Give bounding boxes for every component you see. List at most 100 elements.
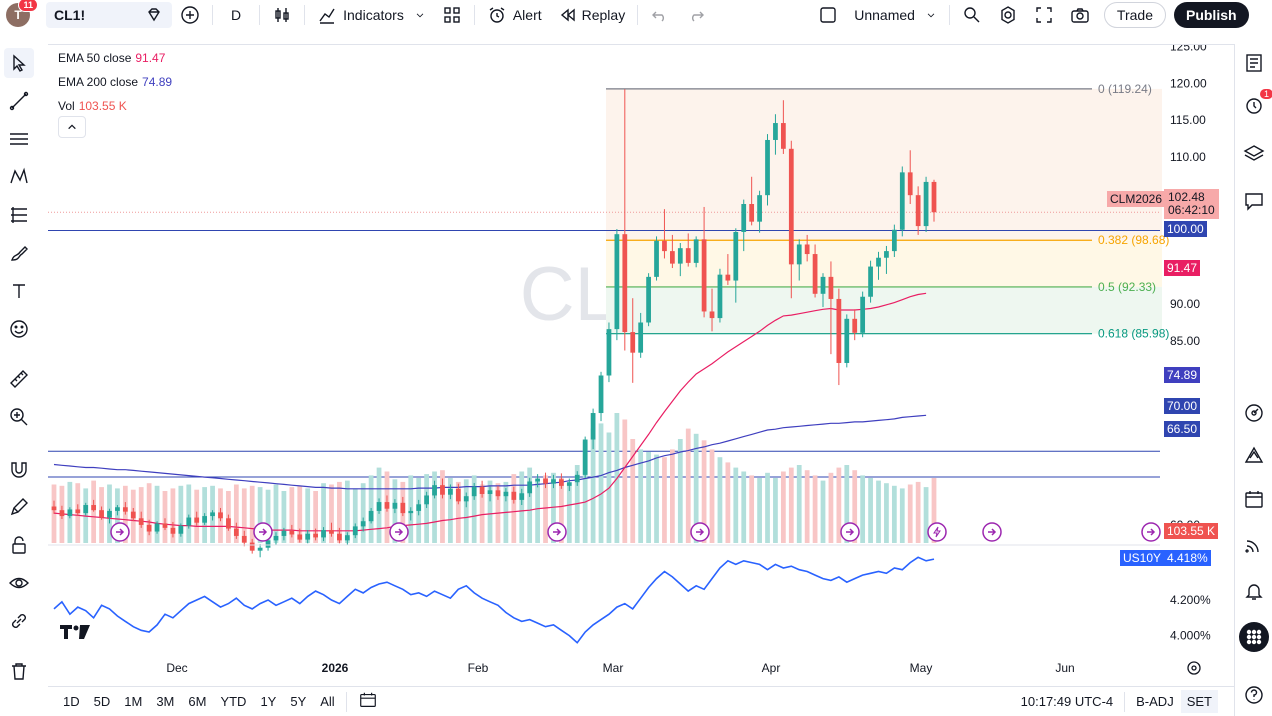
event-marker-icon[interactable] — [389, 522, 409, 542]
candle-body — [226, 518, 231, 529]
layout-menu-button[interactable]: Unnamed — [810, 0, 945, 30]
magnet-tool[interactable] — [4, 454, 34, 484]
candle — [75, 504, 81, 517]
candle — [305, 530, 311, 544]
candle-body — [471, 486, 477, 497]
lightning-event-icon[interactable] — [927, 522, 947, 542]
horizontal-lines[interactable] — [48, 211, 1160, 478]
help-button[interactable] — [1239, 680, 1269, 710]
undo-button[interactable] — [642, 0, 678, 30]
notifications-button[interactable] — [1239, 576, 1269, 606]
candle — [241, 530, 247, 547]
link-tool[interactable] — [4, 606, 34, 636]
interval-button[interactable]: D — [217, 0, 255, 30]
candle-body — [495, 490, 501, 497]
visibility-tool[interactable] — [4, 568, 34, 598]
chart-type-button[interactable] — [264, 0, 300, 30]
emoji-tool[interactable] — [4, 314, 34, 344]
bond-tick-label: 4.200% — [1170, 593, 1211, 607]
fullscreen-button[interactable] — [1026, 0, 1062, 30]
range-button-6m[interactable]: 6M — [188, 694, 207, 709]
event-markers[interactable] — [110, 522, 1161, 542]
candle — [122, 502, 128, 515]
lock-tool[interactable] — [4, 530, 34, 560]
trend-line-tool[interactable] — [4, 86, 34, 116]
event-marker-icon[interactable] — [110, 522, 130, 542]
fib-retracement[interactable]: 0 (119.24) 0.382 (98.68) 0.5 (92.33) 0.618 … — [606, 82, 1169, 341]
layers-button[interactable] — [1239, 138, 1269, 168]
alerts-button[interactable]: 1 — [1239, 89, 1272, 120]
range-button-all[interactable]: All — [320, 694, 335, 709]
range-button-3m[interactable]: 3M — [156, 694, 175, 709]
time-axis[interactable]: Dec 2026 Feb Mar Apr May Jun — [166, 661, 1074, 675]
session-button[interactable]: SET — [1180, 690, 1218, 713]
range-button-ytd[interactable]: YTD — [220, 694, 247, 709]
range-button-1y[interactable]: 1Y — [260, 694, 277, 709]
legend-ema200[interactable]: EMA 200 close 74.89 — [58, 70, 176, 94]
text-tool[interactable] — [4, 276, 34, 306]
add-symbol-button[interactable] — [172, 0, 208, 30]
news-stream-button[interactable] — [1239, 530, 1269, 560]
chart-canvas[interactable]: CL1! 0 (119.24)0.382 (98.68)0.5 (92.33)0… — [48, 45, 1234, 685]
candle-body — [265, 540, 271, 548]
zoom-tool[interactable] — [4, 402, 34, 432]
layouts-button[interactable] — [434, 0, 470, 30]
goto-date-button[interactable] — [351, 690, 385, 713]
event-marker-icon[interactable] — [982, 522, 1002, 542]
range-button-1m[interactable]: 1M — [124, 694, 143, 709]
redo-button[interactable] — [678, 0, 714, 30]
event-marker-icon[interactable] — [253, 522, 273, 542]
indicators-button[interactable]: Indicators — [309, 0, 434, 30]
volume-bar — [677, 439, 683, 543]
apps-button[interactable] — [1239, 622, 1269, 652]
symbol-search-box[interactable]: CL1! — [46, 2, 172, 28]
candle-body — [638, 322, 644, 353]
candle-body — [281, 530, 287, 536]
range-button-1d[interactable]: 1D — [63, 694, 80, 709]
badj-toggle[interactable]: B-ADJ — [1136, 694, 1174, 709]
trade-button[interactable]: Trade — [1103, 2, 1166, 28]
event-marker-icon[interactable] — [547, 522, 567, 542]
volume-bar — [479, 484, 485, 543]
publish-button[interactable]: Publish — [1173, 2, 1249, 28]
brush-tool[interactable] — [4, 238, 34, 268]
horizontal-lines-tool[interactable] — [4, 124, 34, 154]
legend-ema50[interactable]: EMA 50 close 91.47 — [58, 46, 176, 70]
alert-button[interactable]: Alert — [479, 0, 550, 30]
candle-body — [432, 485, 437, 496]
fib-tool[interactable] — [4, 200, 34, 230]
event-marker-icon[interactable] — [690, 522, 710, 542]
range-button-5d[interactable]: 5D — [93, 694, 111, 709]
chat-button[interactable] — [1239, 186, 1269, 216]
ema200-line — [53, 414, 927, 490]
chart-pane[interactable]: CL1! 0 (119.24) 0.382 (98.68) 0.5 (92.33) 0… — [48, 44, 1234, 684]
user-avatar[interactable]: T 11 — [6, 0, 38, 27]
clock-timezone[interactable]: 10:17:49 UTC-4 — [1020, 694, 1114, 709]
calendar-button[interactable] — [1239, 484, 1269, 514]
stay-drawing-tool[interactable] — [4, 492, 34, 522]
hotlists-button[interactable] — [1239, 440, 1269, 470]
watchlist-button[interactable] — [1239, 48, 1269, 78]
pattern-tool[interactable] — [4, 162, 34, 192]
candle-body — [75, 509, 81, 514]
quick-search-button[interactable] — [954, 0, 990, 30]
ruler-tool[interactable] — [4, 364, 34, 394]
range-button-5y[interactable]: 5Y — [290, 694, 307, 709]
event-marker-icon[interactable] — [840, 522, 860, 542]
bond-value-label: 4.418% — [1164, 550, 1211, 566]
volume-bar — [812, 475, 818, 543]
legend-volume[interactable]: Vol 103.55 K — [58, 94, 176, 118]
event-marker-icon[interactable] — [1141, 522, 1161, 542]
cursor-tool[interactable] — [4, 48, 34, 78]
candle — [352, 523, 358, 539]
diamond-icon[interactable] — [144, 5, 164, 25]
snapshot-button[interactable] — [1062, 0, 1098, 30]
delete-tool[interactable] — [4, 656, 34, 686]
time-axis-settings-icon[interactable] — [1187, 661, 1201, 675]
replay-button[interactable]: Replay — [550, 0, 634, 30]
legend-collapse-button[interactable] — [58, 116, 86, 138]
ideas-button[interactable] — [1239, 398, 1269, 428]
candle-body — [566, 482, 572, 486]
settings-button[interactable] — [990, 0, 1026, 30]
volume-bar — [241, 488, 247, 543]
